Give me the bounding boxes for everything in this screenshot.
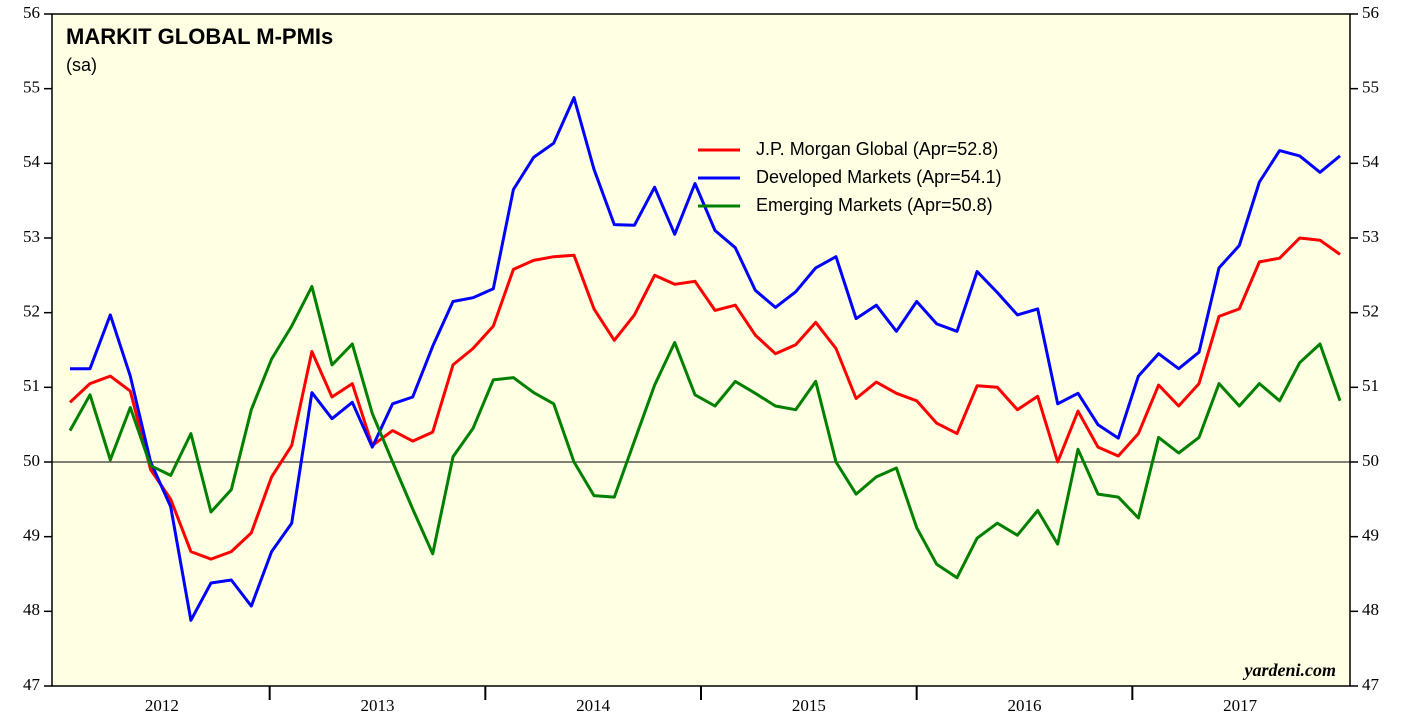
series-line <box>68 236 1341 561</box>
y-tick-label: 53 <box>23 227 40 246</box>
y-tick-label: 49 <box>23 526 40 545</box>
y2-tick-label: 51 <box>1362 376 1379 395</box>
legend-label: Emerging Markets (Apr=50.8) <box>756 195 993 215</box>
series-line <box>68 285 1342 580</box>
y2-tick-label: 54 <box>1362 152 1380 171</box>
y2-tick-label: 52 <box>1362 302 1379 321</box>
legend-label: Developed Markets (Apr=54.1) <box>756 167 1002 187</box>
y-tick-label: 55 <box>23 78 40 97</box>
chart-subtitle: (sa) <box>66 55 97 75</box>
y-tick-label: 51 <box>23 376 40 395</box>
x-tick-label: 2012 <box>145 696 179 715</box>
legend-label: J.P. Morgan Global (Apr=52.8) <box>756 139 998 159</box>
y2-tick-label: 49 <box>1362 526 1379 545</box>
y-tick-label: 50 <box>23 451 40 470</box>
x-tick-label: 2015 <box>792 696 826 715</box>
y-tick-label: 54 <box>23 152 41 171</box>
y2-tick-label: 53 <box>1362 227 1379 246</box>
plot-area <box>51 13 1351 687</box>
y2-tick-label: 56 <box>1362 3 1379 22</box>
y-tick-label: 56 <box>23 3 40 22</box>
y2-tick-label: 47 <box>1362 675 1380 694</box>
y2-tick-label: 55 <box>1362 78 1379 97</box>
y2-tick-label: 48 <box>1362 600 1379 619</box>
y-tick-label: 47 <box>23 675 41 694</box>
y-tick-label: 48 <box>23 600 40 619</box>
chart-title: MARKIT GLOBAL M-PMIs <box>66 24 333 49</box>
watermark: yardeni.com <box>1243 660 1337 680</box>
x-tick-label: 2016 <box>1008 696 1042 715</box>
x-tick-label: 2013 <box>361 696 395 715</box>
x-tick-label: 2014 <box>576 696 611 715</box>
y-tick-label: 52 <box>23 302 40 321</box>
x-tick-label: 2017 <box>1223 696 1258 715</box>
y2-tick-label: 50 <box>1362 451 1379 470</box>
